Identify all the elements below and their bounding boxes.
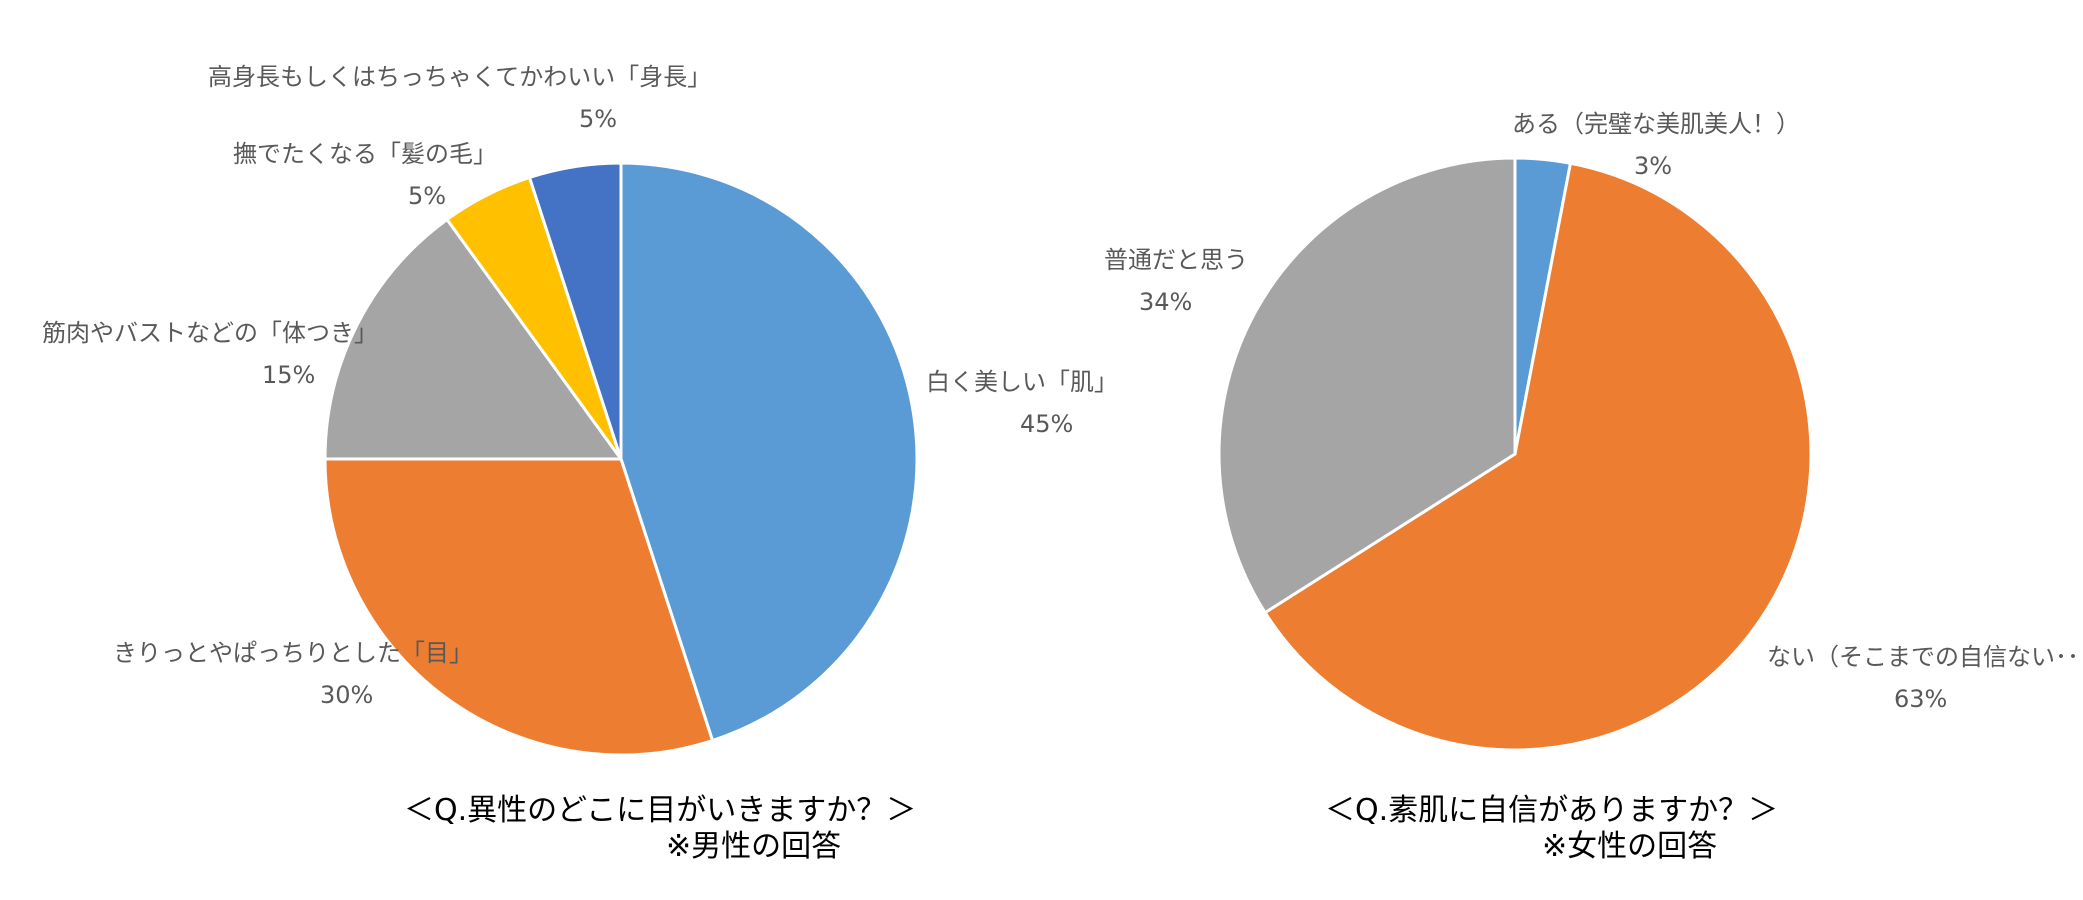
slice-height [528, 161, 623, 461]
slice-body [323, 218, 623, 461]
chart-title-female: ＜Q.素肌に自信がありますか？＞ [1325, 793, 1779, 828]
slice-label-not-confident: ない（そこまでの自信ない･･･） [1767, 643, 2083, 671]
slice-value-height: 5% [579, 105, 618, 133]
slice-not-confident [1263, 161, 1813, 752]
pie-chart-male: 白く美しい「肌」 45% きりっとやぱっちりとした「目」 30% 筋肉やバストな… [42, 63, 1118, 864]
slice-value-normal: 34% [1139, 288, 1193, 316]
chart-subtitle-female: ※女性の回答 [1542, 829, 1718, 864]
slice-value-confident: 3% [1634, 152, 1673, 180]
slice-value-body: 15% [262, 361, 316, 389]
slice-eyes [323, 457, 714, 757]
slice-value-not-confident: 63% [1894, 685, 1948, 713]
slice-label-normal: 普通だと思う [1104, 246, 1248, 274]
chart-subtitle-male: ※男性の回答 [666, 829, 842, 864]
pie-chart-male-svg [323, 161, 919, 757]
slice-label-eyes: きりっとやぱっちりとした「目」 [113, 639, 473, 667]
slice-skin [619, 161, 919, 743]
slice-label-skin: 白く美しい「肌」 [926, 368, 1118, 396]
slice-value-hair: 5% [408, 182, 447, 210]
slice-label-height: 高身長もしくはちっちゃくてかわいい「身長」 [208, 63, 712, 91]
slice-value-eyes: 30% [320, 681, 374, 709]
slice-label-hair: 撫でたくなる「髪の毛」 [233, 140, 497, 168]
slice-label-confident: ある（完璧な美肌美人！） [1512, 110, 1800, 138]
pie-chart-female-svg [1217, 156, 1813, 752]
slice-normal [1217, 156, 1517, 615]
pie-chart-female: ある（完璧な美肌美人！） 3% ない（そこまでの自信ない･･･） 63% 普通だ… [1100, 0, 2083, 900]
slice-value-skin: 45% [1020, 410, 1074, 438]
chart-title-male: ＜Q.異性のどこに目がいきますか？＞ [404, 793, 917, 828]
slice-label-body: 筋肉やバストなどの「体つき」 [42, 319, 378, 347]
